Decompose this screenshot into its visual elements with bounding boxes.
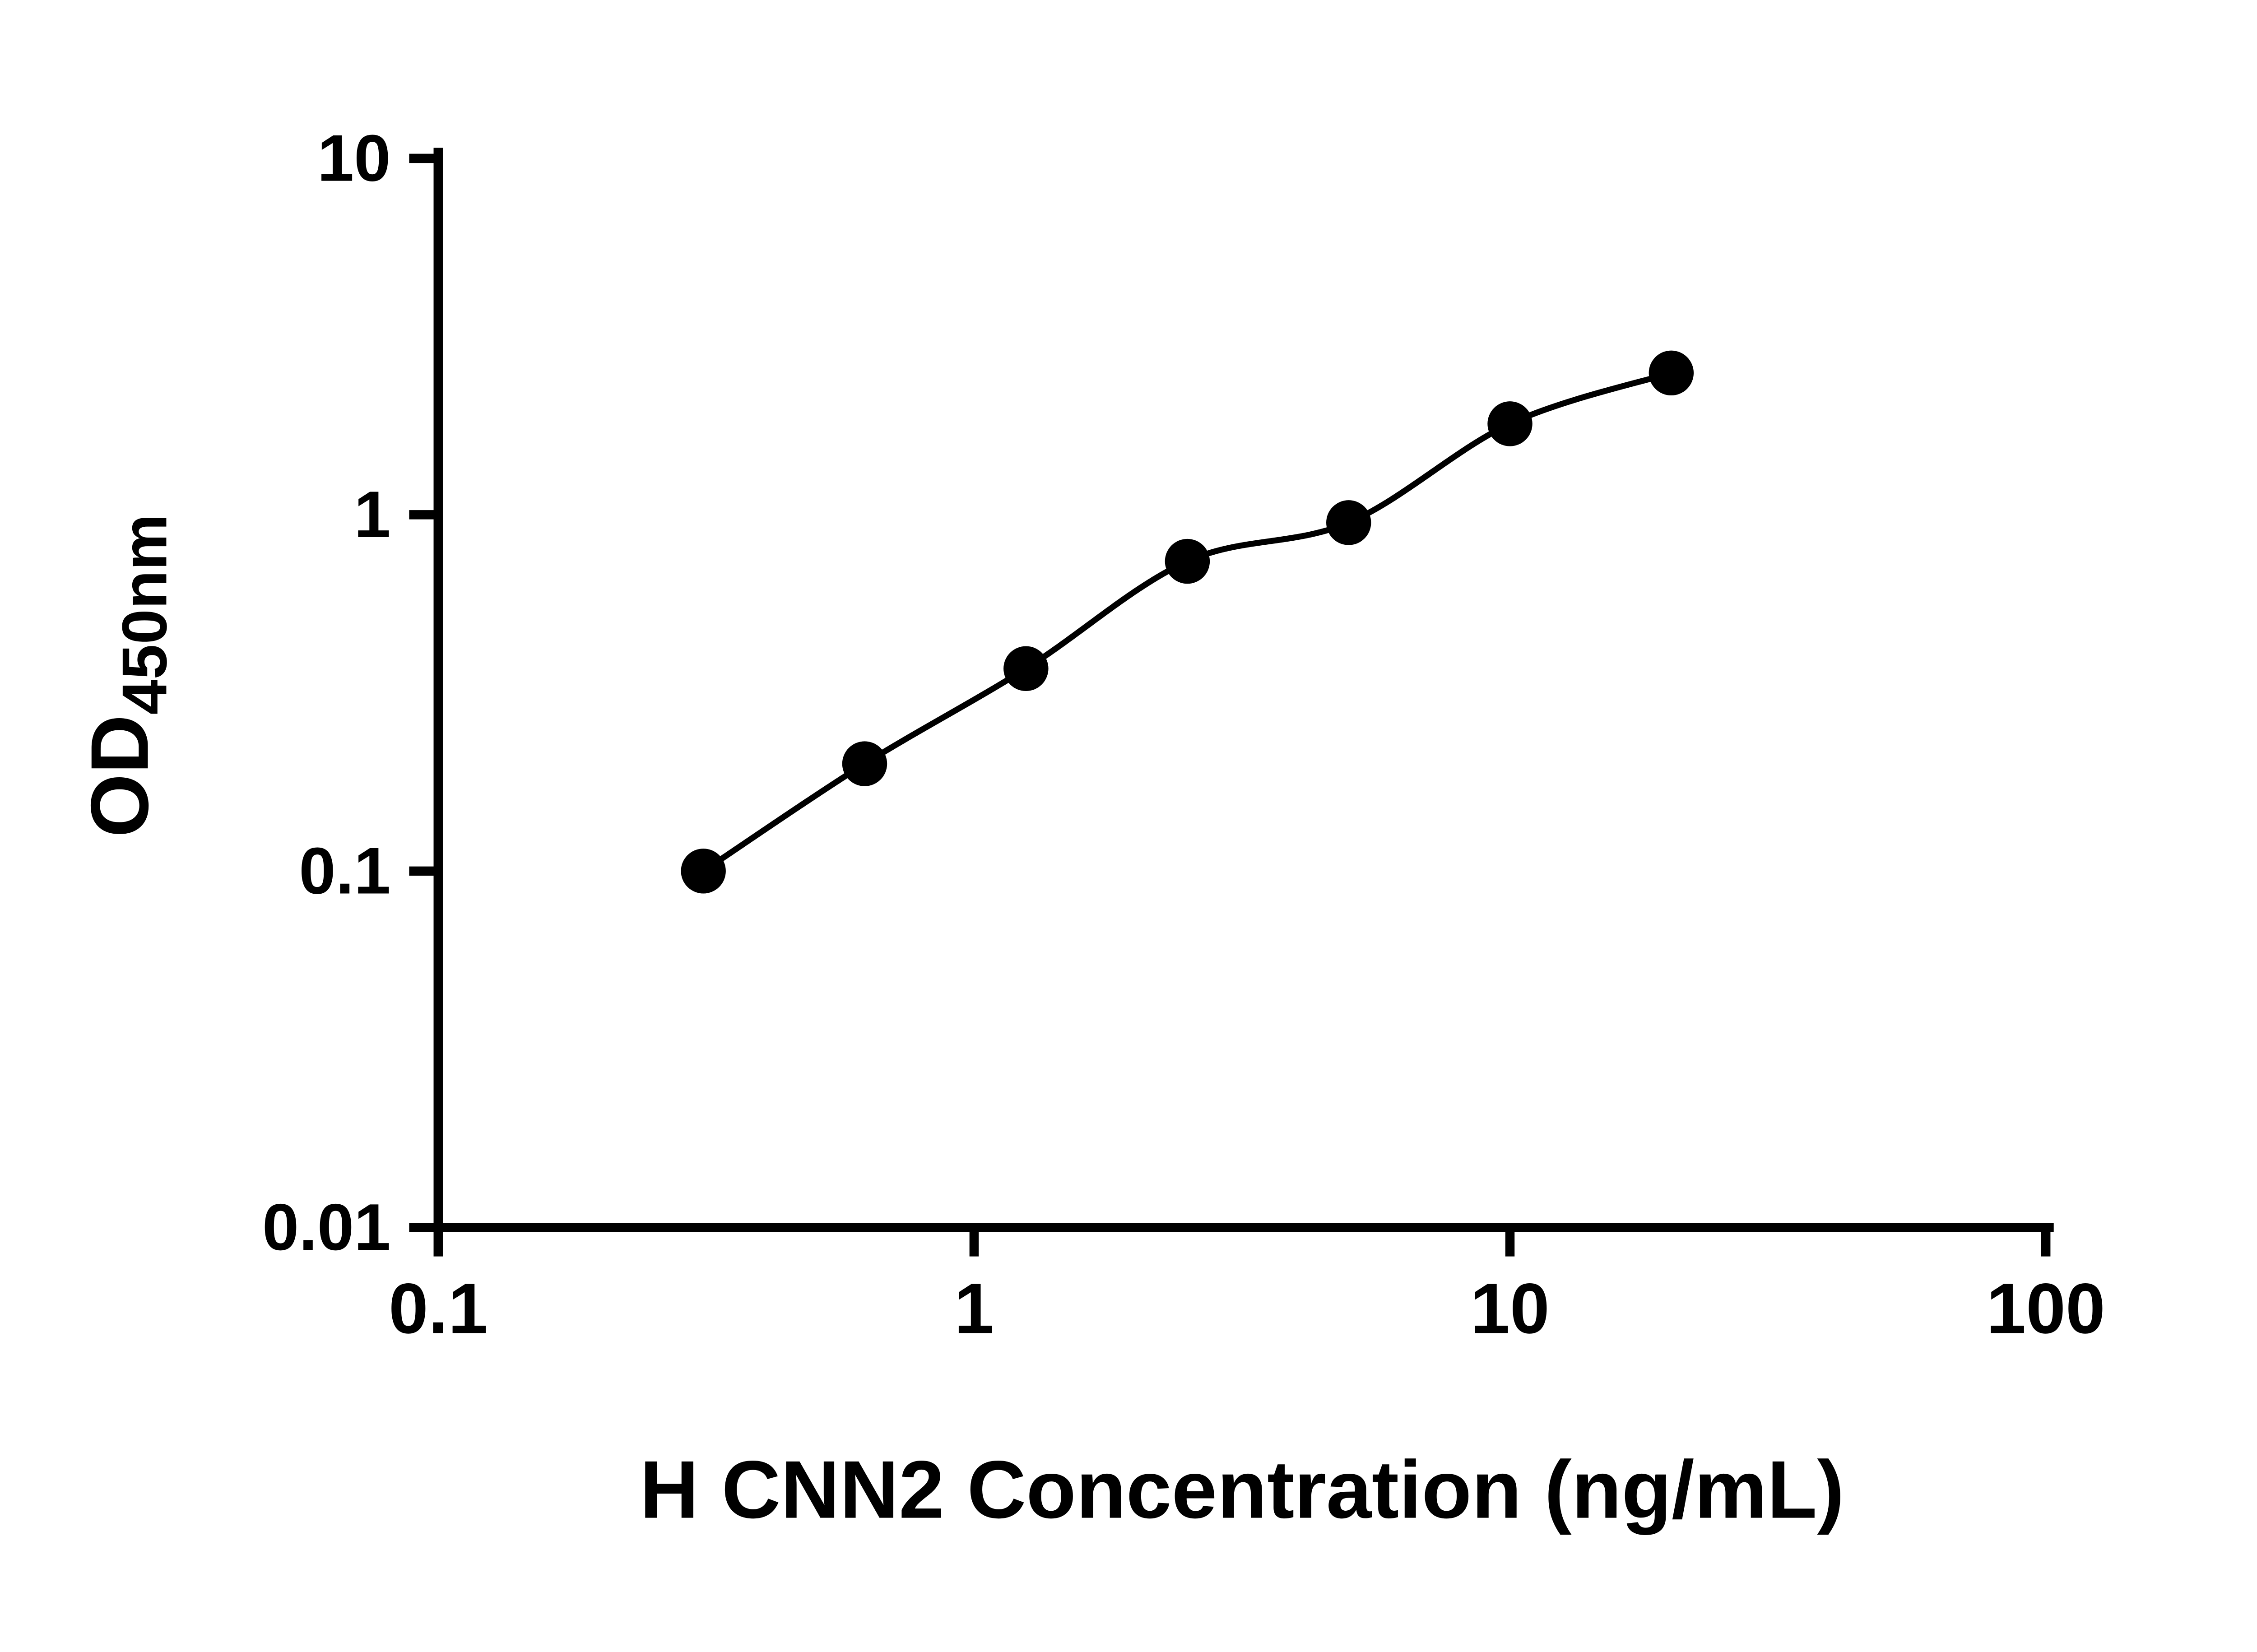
fit-curve [700, 370, 1674, 874]
y-tick-label: 0.1 [299, 834, 390, 908]
y-tick-label: 0.01 [262, 1190, 391, 1264]
data-point [1649, 350, 1694, 396]
data-point [681, 849, 726, 894]
data-point [1487, 401, 1533, 446]
data-point [1326, 500, 1371, 545]
y-tick-label: 10 [317, 121, 391, 195]
y-axis-title: OD450nm [74, 514, 180, 838]
data-point [1165, 538, 1210, 584]
y-axis-title-main: OD [74, 715, 165, 837]
y-tick-label: 1 [354, 478, 390, 551]
x-axis-title: H CNN2 Concentration (ng/mL) [640, 1444, 1844, 1536]
elisa-standard-curve-figure: 0.1 1 10 100 0.01 0.1 1 10 H CNN2 Concentration… [74, 121, 2105, 1536]
x-tick-label: 0.1 [389, 1269, 488, 1348]
y-axis-title-sub: 450nm [109, 514, 180, 715]
data-point [1003, 646, 1049, 691]
x-tick-label: 10 [1470, 1269, 1550, 1348]
data-point [842, 741, 887, 786]
x-tick-label: 100 [1986, 1269, 2105, 1348]
x-tick-label: 1 [954, 1269, 994, 1348]
